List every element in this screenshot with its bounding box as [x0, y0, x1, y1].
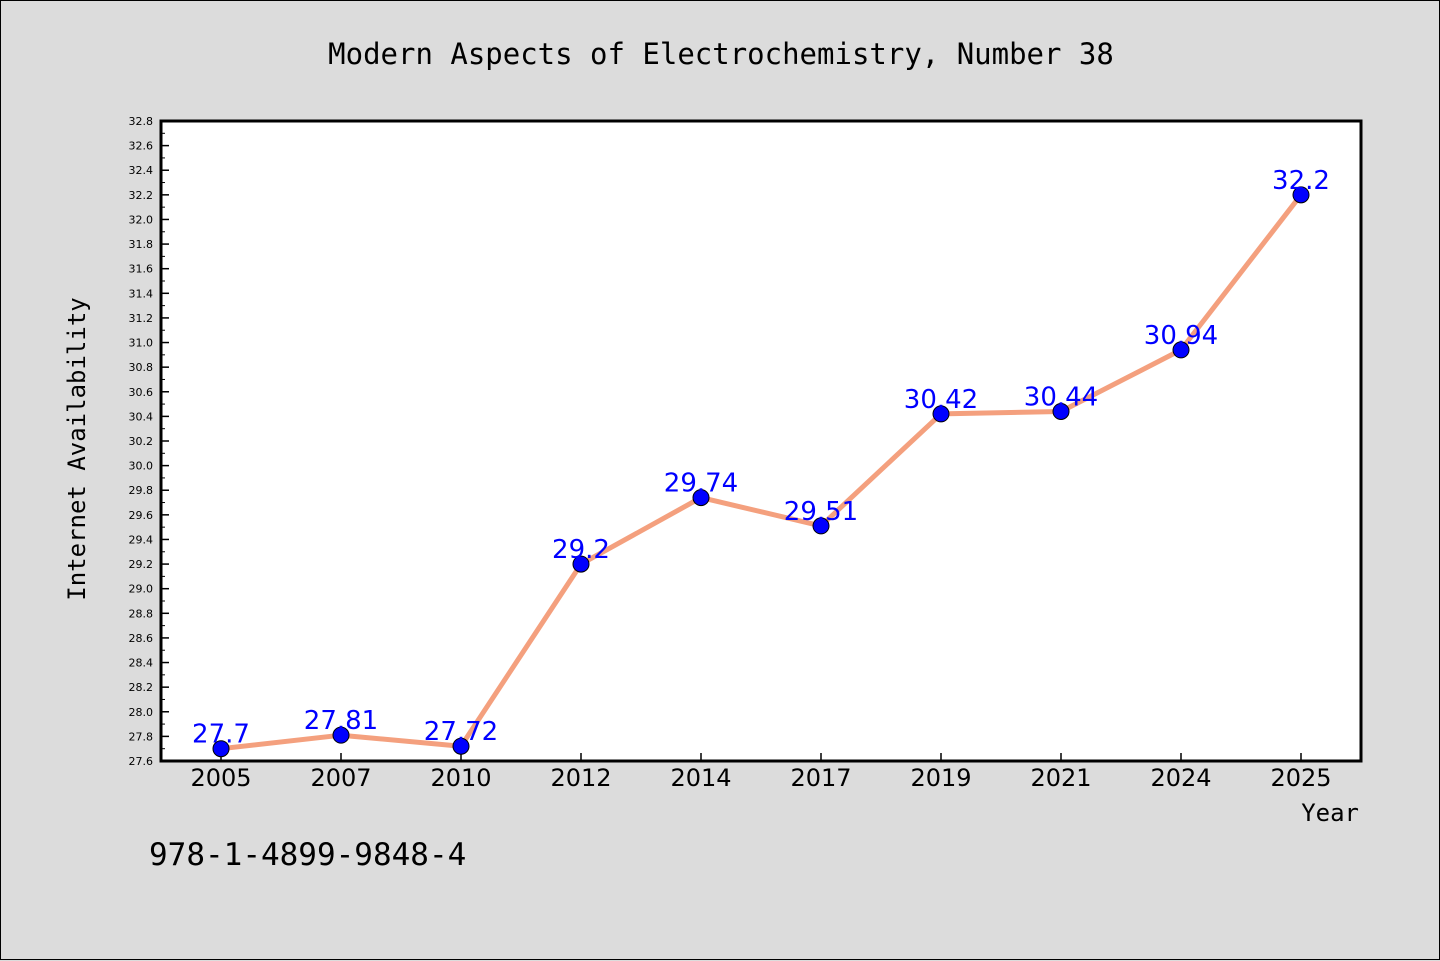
data-point — [1052, 402, 1070, 420]
y-tick-label: 29.0 — [129, 583, 154, 596]
data-point — [332, 726, 350, 744]
data-point — [1172, 341, 1190, 359]
x-tick-label: 2012 — [550, 764, 611, 792]
chart-title: Modern Aspects of Electrochemistry, Numb… — [328, 37, 1114, 71]
data-point — [1292, 186, 1310, 204]
x-tick-label: 2024 — [1150, 764, 1211, 792]
y-tick-label: 29.6 — [129, 509, 154, 522]
y-tick-label: 32.2 — [129, 189, 154, 202]
y-tick-label: 28.4 — [129, 657, 154, 670]
y-tick-label: 32.8 — [129, 115, 154, 128]
data-label: 30.94 — [1144, 321, 1218, 351]
y-tick-label: 28.2 — [129, 681, 154, 694]
data-point — [452, 737, 470, 755]
x-tick-label: 2007 — [310, 764, 371, 792]
series-line-group — [218, 192, 1304, 752]
data-label: 29.2 — [552, 535, 610, 565]
y-tick-label: 30.6 — [129, 386, 154, 399]
y-tick-label: 31.8 — [129, 238, 154, 251]
data-label: 30.42 — [904, 385, 978, 415]
x-axis: 2005 2007 2010 2012 2014 2017 2019 2021 2024 2025 — [190, 753, 1332, 792]
series-line — [218, 192, 1304, 752]
y-tick-label: 29.4 — [129, 533, 154, 546]
y-tick-label: 29.2 — [129, 558, 154, 571]
y-tick-label: 27.6 — [129, 755, 154, 768]
y-tick-label: 28.8 — [129, 607, 154, 620]
y-tick-label: 31.2 — [129, 312, 154, 325]
y-tick-label: 31.4 — [129, 287, 154, 300]
x-tick-label: 2025 — [1270, 764, 1331, 792]
y-tick-label: 28.0 — [129, 706, 154, 719]
y-axis: 27.6 27.8 28.0 28.2 28.4 28.6 28.8 29.0 29.2 29.4… — [129, 115, 169, 768]
data-label: 29.51 — [784, 497, 858, 527]
y-tick-label: 32.0 — [129, 213, 154, 226]
x-tick-label: 2021 — [1030, 764, 1091, 792]
data-point — [572, 555, 590, 573]
data-point — [932, 405, 950, 423]
plot-area — [161, 121, 1361, 761]
isbn-text: 978-1-4899-9848-4 — [149, 837, 466, 873]
data-point — [212, 740, 230, 758]
data-label: 32.2 — [1272, 166, 1330, 196]
y-tick-label: 32.6 — [129, 140, 154, 153]
data-label: 27.81 — [304, 706, 378, 736]
data-point — [692, 489, 710, 507]
x-tick-label: 2005 — [190, 764, 251, 792]
data-label-group: 27.7 27.81 27.72 29.2 29.74 29.51 30.42 30.44 30… — [192, 166, 1330, 750]
data-label: 30.44 — [1024, 382, 1098, 412]
marker-group — [212, 186, 1310, 758]
y-tick-label: 28.6 — [129, 632, 154, 645]
y-tick-label: 32.4 — [129, 164, 154, 177]
data-point — [812, 517, 830, 535]
y-tick-label: 31.6 — [129, 263, 154, 276]
y-tick-label: 27.8 — [129, 730, 154, 743]
y-tick-label: 31.0 — [129, 337, 154, 350]
y-tick-label: 30.0 — [129, 460, 154, 473]
y-axis-title: Internet Availability — [63, 297, 91, 600]
y-tick-label: 30.2 — [129, 435, 154, 448]
x-tick-label: 2014 — [670, 764, 731, 792]
x-tick-label: 2019 — [910, 764, 971, 792]
data-label: 27.7 — [192, 720, 250, 750]
plot-border — [159, 119, 1363, 763]
x-tick-label: 2017 — [790, 764, 851, 792]
data-label: 29.74 — [664, 469, 738, 499]
y-tick-label: 29.8 — [129, 484, 154, 497]
x-axis-title: Year — [1301, 799, 1359, 827]
y-tick-label: 30.8 — [129, 361, 154, 374]
x-tick-label: 2010 — [430, 764, 491, 792]
y-tick-label: 30.4 — [129, 410, 154, 423]
data-label: 27.72 — [424, 717, 498, 747]
